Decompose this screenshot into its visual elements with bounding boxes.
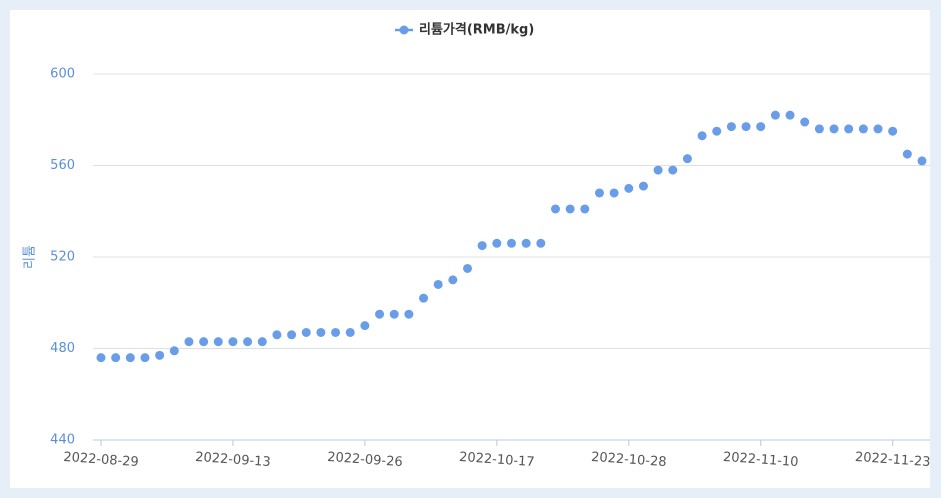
data-point — [550, 204, 560, 214]
data-point — [155, 350, 165, 360]
data-point — [712, 126, 722, 136]
data-point — [873, 124, 883, 134]
data-point — [169, 346, 179, 356]
x-tick-label: 2022-09-13 — [195, 450, 271, 470]
y-tick-label: 560 — [50, 158, 75, 173]
data-point — [316, 327, 326, 337]
data-point — [257, 337, 267, 347]
data-point — [858, 124, 868, 134]
y-tick-label: 440 — [50, 433, 75, 448]
data-point — [609, 188, 619, 198]
data-point — [653, 165, 663, 175]
data-point — [756, 122, 766, 132]
data-point — [360, 321, 370, 331]
data-point — [331, 327, 341, 337]
data-point — [770, 110, 780, 120]
data-point — [536, 238, 546, 248]
data-point — [140, 353, 150, 363]
data-point — [580, 204, 590, 214]
y-axis-label: 리튬 — [23, 245, 38, 269]
data-point — [507, 238, 516, 248]
data-point — [272, 330, 282, 340]
data-point — [96, 353, 106, 363]
x-tick-label: 2022-11-10 — [723, 450, 799, 470]
legend-marker — [399, 25, 409, 35]
data-point — [125, 353, 135, 363]
data-point — [448, 275, 458, 285]
y-tick-label: 600 — [50, 67, 75, 82]
data-point — [682, 154, 692, 164]
data-point — [565, 204, 575, 214]
data-point — [463, 263, 473, 273]
data-point — [301, 327, 311, 337]
data-point — [213, 337, 223, 347]
data-point — [404, 309, 414, 319]
data-point — [433, 279, 443, 289]
y-tick-label: 480 — [50, 341, 75, 356]
data-point — [638, 181, 648, 191]
data-point — [917, 156, 927, 166]
data-point — [287, 330, 297, 340]
data-point — [521, 238, 531, 248]
data-point — [800, 117, 810, 127]
data-point — [668, 165, 678, 175]
legend-label[interactable]: 리튬가격(RMB/kg) — [419, 22, 534, 38]
data-point — [902, 149, 912, 159]
x-tick-label: 2022-10-17 — [459, 450, 535, 470]
data-point — [741, 122, 751, 132]
data-point — [243, 337, 253, 347]
data-point — [419, 293, 429, 303]
data-point — [726, 122, 736, 132]
data-point — [697, 131, 707, 141]
x-tick-label: 2022-11-23 — [854, 450, 930, 470]
data-point — [389, 309, 399, 319]
data-point — [228, 337, 238, 347]
data-point — [594, 188, 604, 198]
y-tick-label: 520 — [50, 250, 75, 265]
data-point — [785, 110, 795, 120]
data-point — [345, 327, 355, 337]
x-tick-label: 2022-08-29 — [63, 450, 139, 470]
data-point — [888, 126, 898, 136]
data-point — [624, 183, 634, 193]
data-point — [814, 124, 824, 134]
x-tick-label: 2022-09-26 — [327, 450, 403, 470]
x-tick-label: 2022-10-28 — [591, 450, 667, 470]
data-point — [492, 238, 502, 248]
panel — [10, 10, 930, 488]
data-point — [375, 309, 385, 319]
data-point — [829, 124, 839, 134]
data-point — [477, 241, 487, 251]
data-point — [199, 337, 209, 347]
data-point — [844, 124, 854, 134]
data-point — [111, 353, 121, 363]
data-point — [184, 337, 194, 347]
